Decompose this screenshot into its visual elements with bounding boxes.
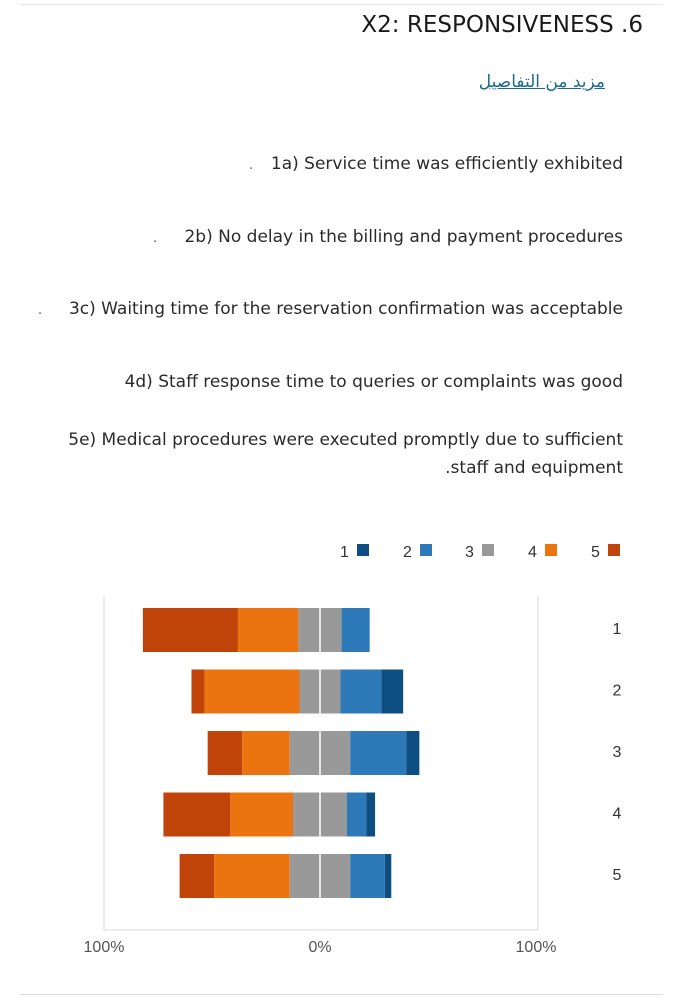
bar-cat3-series2 [350,731,407,775]
question-item-1: 1a) Service time was efficiently exhibit… [270,154,623,174]
bullet-dot: . [249,158,254,173]
x-tick-label: 100% [84,939,125,956]
bar-cat5-series4 [214,854,290,898]
legend-swatch-1 [357,544,369,556]
legend-label-4: 4 [528,544,537,561]
bar-cat2-series4 [204,669,300,714]
bullet-dot: . [153,231,158,246]
bar-cat3-series4 [242,731,290,775]
bar-cat5-series1 [384,854,392,898]
bar-cat5-series2 [350,854,385,898]
bar-cat3-series5 [207,731,243,775]
page-title: X2: RESPONSIVENESS .6 [361,12,643,38]
bar-cat1-series2 [341,608,370,652]
category-label-4: 4 [613,806,622,823]
x-axis-ticks: 100% 0% 100% [84,939,557,956]
x-tick-label: 100% [516,939,557,956]
x-tick-label: 0% [308,939,331,956]
question-item-2: 2b) No delay in the billing and payment … [184,227,623,247]
legend-swatch-4 [545,544,557,556]
top-divider [20,4,663,5]
category-label-3: 3 [613,744,622,761]
more-details-link[interactable]: مزيد من التفاصيل [478,72,605,92]
legend-label-1: 1 [340,544,349,561]
bar-cat4-series5 [163,792,231,837]
bar-cat4-series4 [230,792,293,837]
legend-swatch-5 [608,544,620,556]
bottom-divider [20,994,663,995]
likert-chart: 1 2 3 4 5 1 2 3 4 5 100% 0% 100% [84,544,622,956]
category-labels: 1 2 3 4 5 [613,621,622,884]
legend-label-2: 2 [403,544,412,561]
bar-cat4-series1 [366,792,376,837]
bar-cat4-series2 [347,792,367,837]
question-item-5-continued: .staff and equipment [445,458,623,478]
category-label-5: 5 [613,867,622,884]
chart-legend: 1 2 3 4 5 [340,544,620,561]
bar-cat2-series1 [381,669,404,714]
legend-label-3: 3 [465,544,474,561]
question-item-3: 3c) Waiting time for the reservation con… [68,299,623,319]
bar-cat2-series2 [340,669,382,714]
category-label-2: 2 [613,683,622,700]
chart-bars [142,608,420,898]
legend-swatch-3 [482,544,494,556]
question-item-5: 5e) Medical procedures were executed pro… [68,430,623,450]
question-item-4: 4d) Staff response time to queries or co… [124,372,623,392]
bullet-dot: . [38,303,43,318]
bar-cat3-series1 [406,731,420,775]
legend-label-5: 5 [591,544,600,561]
category-label-1: 1 [613,621,622,638]
bar-cat1-series4 [237,608,299,652]
legend-swatch-2 [420,544,432,556]
bar-cat1-series5 [142,608,238,652]
bar-cat5-series5 [179,854,215,898]
bar-cat2-series5 [191,669,205,714]
